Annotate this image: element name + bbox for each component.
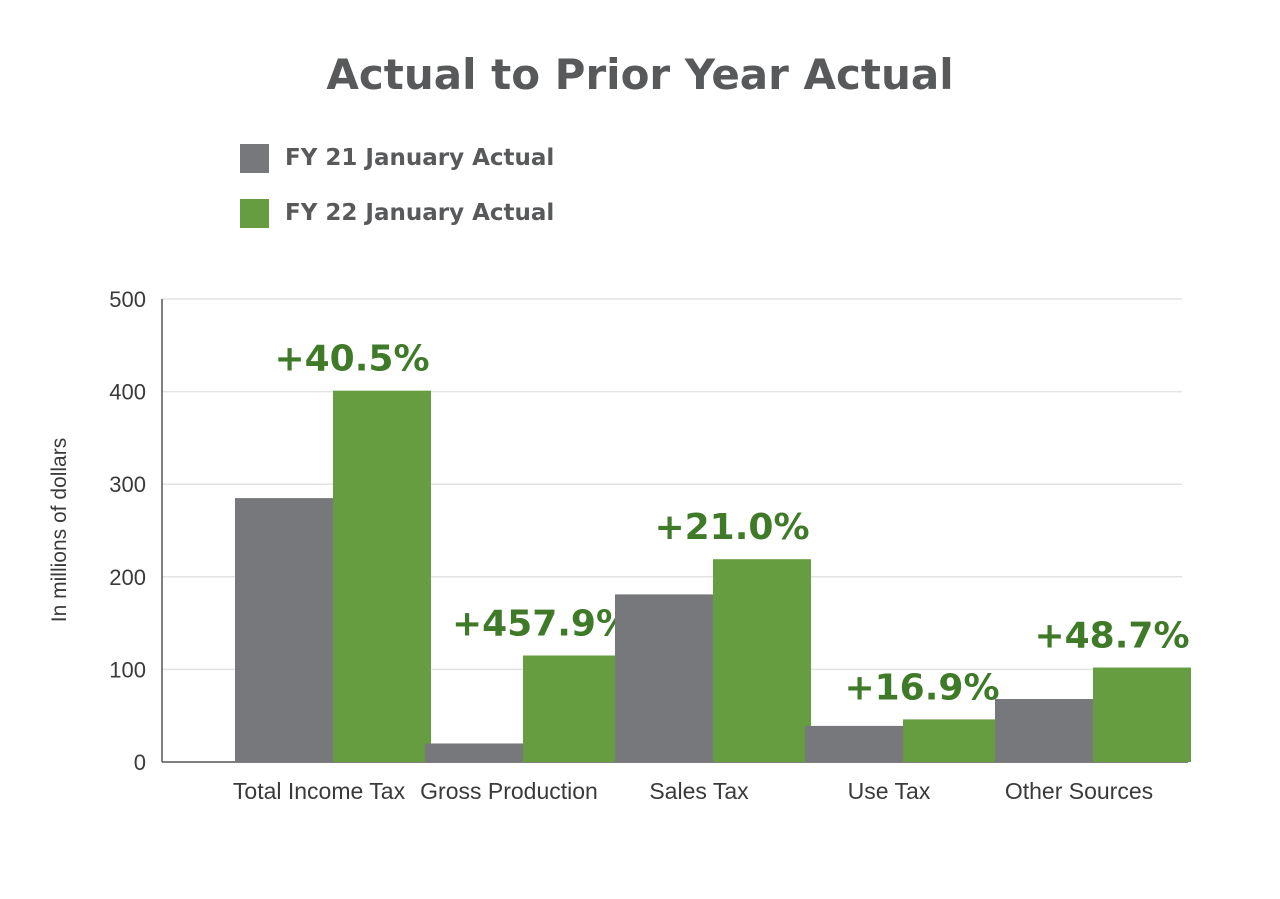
legend-swatch-fy22 (240, 198, 269, 228)
bar-fy22-1 (523, 655, 621, 762)
legend-label-fy22: FY 22 January Actual (285, 200, 555, 226)
y-axis-label: In millions of dollars (48, 438, 71, 622)
bar-fy21-0 (235, 498, 333, 762)
bar-fy22-2 (713, 559, 811, 762)
y-tick-label: 500 (109, 287, 146, 312)
pct-change-label-4: +48.7% (1034, 616, 1189, 657)
legend-swatch-fy21 (240, 143, 269, 173)
x-category-label-2: Sales Tax (649, 778, 749, 804)
bar-fy21-2 (615, 594, 713, 762)
x-category-label-0: Total Income Tax (233, 778, 406, 804)
x-category-label-4: Other Sources (1005, 778, 1153, 804)
x-category-label-1: Gross Production (420, 778, 598, 804)
pct-change-label-2: +21.0% (654, 507, 809, 548)
legend-item-fy21: FY 21 January Actual (240, 142, 554, 174)
x-category-label-3: Use Tax (848, 778, 931, 804)
chart-title: Actual to Prior Year Actual (326, 50, 954, 99)
y-tick-label: 300 (109, 472, 146, 497)
bar-fy22-3 (903, 719, 1001, 762)
legend-item-fy22: FY 22 January Actual (240, 197, 554, 229)
y-tick-label: 400 (109, 380, 146, 405)
y-tick-label: 200 (109, 565, 146, 590)
bar-fy21-4 (995, 699, 1093, 762)
pct-change-label-1: +457.9% (452, 604, 632, 645)
legend-label-fy21: FY 21 January Actual (285, 145, 555, 171)
bar-fy21-1 (425, 743, 523, 762)
pct-change-label-3: +16.9% (844, 667, 999, 708)
y-tick-label: 100 (109, 657, 146, 682)
bar-fy21-3 (805, 725, 903, 762)
pct-change-label-0: +40.5% (274, 339, 429, 380)
bar-fy22-4 (1093, 667, 1191, 762)
chart-legend: FY 21 January Actual FY 22 January Actua… (240, 142, 554, 252)
y-tick-label: 0 (134, 750, 146, 775)
bar-fy22-0 (333, 390, 431, 762)
